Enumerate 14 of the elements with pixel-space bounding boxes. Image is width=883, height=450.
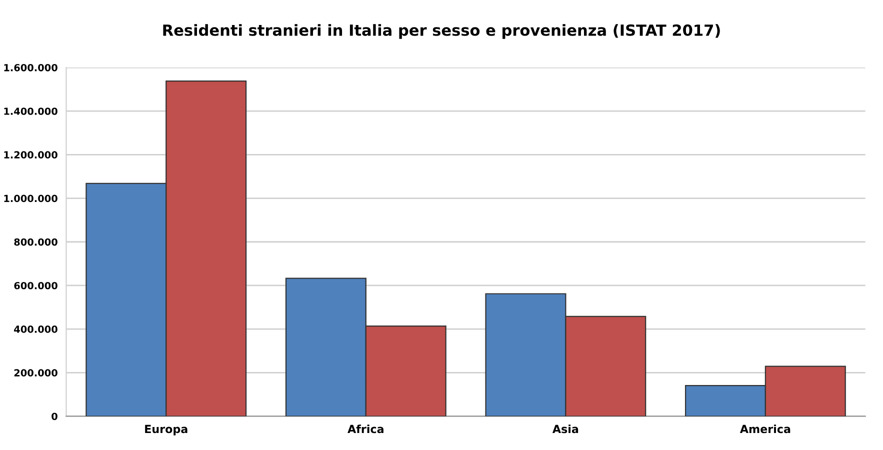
x-tick-label: Africa bbox=[348, 424, 384, 434]
x-tick-label: Europa bbox=[145, 424, 188, 436]
y-tick-label: 200.000 bbox=[14, 369, 58, 376]
y-tick-label: 1.200.000 bbox=[4, 151, 58, 159]
x-tick-label: America bbox=[740, 424, 790, 434]
y-tick-label: 0 bbox=[52, 412, 58, 420]
y-tick-label: 600.000 bbox=[14, 282, 58, 290]
y-tick-label: 1.000.000 bbox=[4, 194, 58, 202]
y-tick-label: 1.400.000 bbox=[4, 108, 58, 115]
y-tick-label: 1.600.000 bbox=[4, 64, 58, 72]
y-tick-label: 800.000 bbox=[14, 238, 58, 246]
x-tick-label: Asia bbox=[552, 424, 578, 434]
chart-title: Residenti stranieri in Italia per sesso e provenienza (ISTAT 2017) bbox=[163, 24, 720, 39]
y-tick-label: 400.000 bbox=[14, 326, 58, 333]
